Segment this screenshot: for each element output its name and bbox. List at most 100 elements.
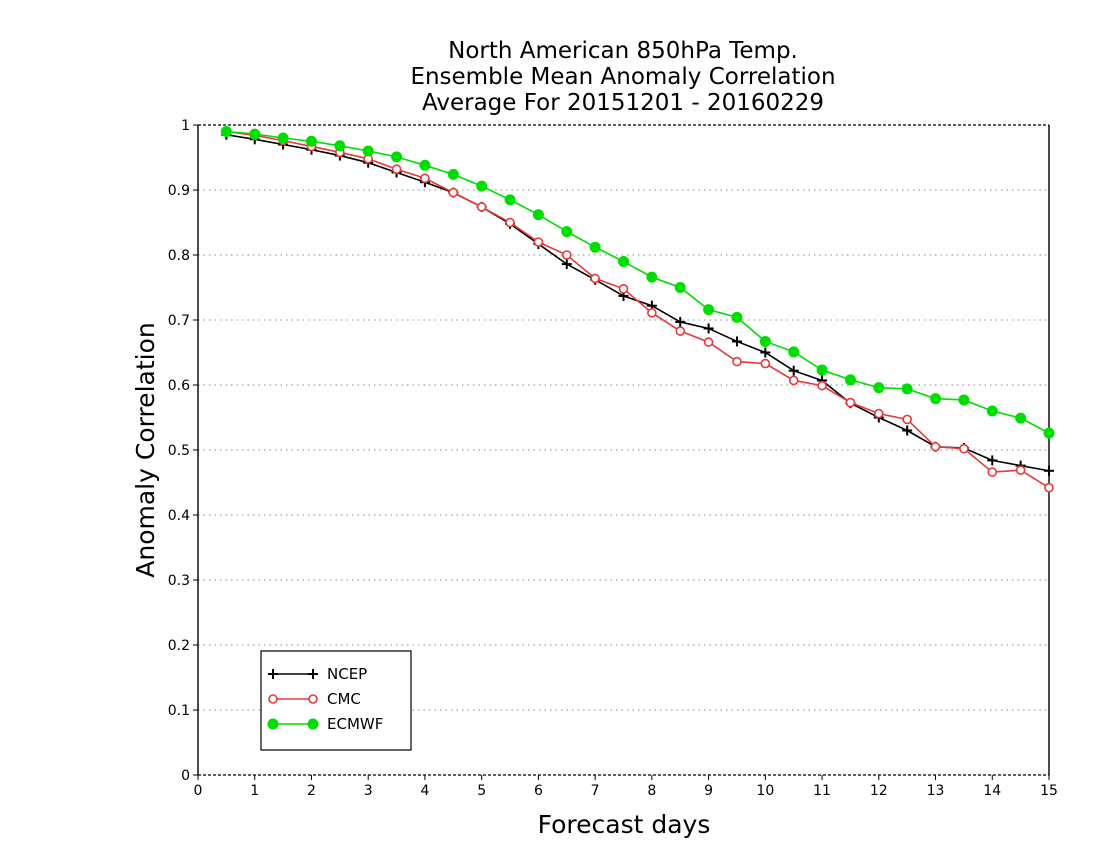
- chart-title-line-1: North American 850hPa Temp.: [448, 38, 798, 64]
- data-point-ncep: [731, 336, 742, 347]
- axes: [193, 124, 1050, 780]
- y-tick-label: 0.4: [168, 508, 190, 524]
- data-point-ecmwf: [334, 140, 346, 152]
- data-point-ecmwf: [504, 194, 516, 206]
- data-point-ecmwf: [646, 271, 658, 283]
- legend-marker-ecmwf: [267, 718, 279, 730]
- data-point-ecmwf: [362, 145, 374, 157]
- gridlines: [198, 189, 1049, 711]
- x-tick-label: 12: [870, 783, 888, 799]
- data-point-ecmwf: [816, 364, 828, 376]
- series-cmc: [221, 126, 1054, 493]
- x-axis-label: Forecast days: [538, 810, 711, 839]
- data-point-ncep: [987, 455, 998, 466]
- series-line-cmc: [226, 130, 1050, 489]
- x-tick-label: 0: [194, 783, 203, 799]
- data-point-ecmwf: [873, 382, 885, 394]
- series-line-ecmwf: [226, 130, 1050, 434]
- data-point-ecmwf: [901, 383, 913, 395]
- y-tick-label: 0.1: [168, 703, 190, 719]
- y-tick-label: 0.3: [168, 573, 190, 589]
- data-point-cmc: [675, 326, 686, 336]
- x-tick-label: 13: [927, 783, 945, 799]
- legend: NCEP CMC ECMWF: [260, 650, 412, 751]
- data-point-ecmwf: [788, 346, 800, 358]
- data-point-ecmwf: [305, 135, 317, 147]
- series-ecmwf: [220, 126, 1055, 439]
- series-lines: [220, 126, 1055, 493]
- y-tick-label: 0.9: [168, 183, 190, 199]
- data-point-ecmwf: [220, 126, 232, 137]
- y-tick-label: 0.8: [168, 248, 190, 264]
- y-tick-label: 0.5: [168, 443, 190, 459]
- data-point-cmc: [590, 273, 600, 284]
- data-point-cmc: [930, 441, 941, 452]
- x-tick-label: 14: [983, 783, 1001, 799]
- data-point-ecmwf: [986, 405, 998, 417]
- series-ncep: [221, 129, 1054, 476]
- y-tick-label: 1: [181, 118, 190, 134]
- data-point-cmc: [533, 237, 544, 247]
- data-point-cmc: [476, 202, 487, 212]
- x-tick-label: 8: [647, 783, 656, 799]
- data-point-ecmwf: [1043, 427, 1055, 439]
- data-point-ncep: [675, 316, 686, 327]
- data-point-ecmwf: [249, 128, 261, 140]
- legend-item-ncep: NCEP: [268, 665, 367, 683]
- legend-box: [260, 650, 412, 751]
- y-tick-label: 0.6: [168, 378, 190, 394]
- y-tick-label: 0: [181, 768, 190, 784]
- legend-marker-cmc: [268, 694, 278, 704]
- data-point-cmc: [817, 380, 827, 391]
- chart-title-line-2: Ensemble Mean Anomaly Correlation: [410, 64, 835, 90]
- data-point-ecmwf: [703, 304, 715, 316]
- data-point-ecmwf: [419, 159, 431, 171]
- chart-title: North American 850hPa Temp. Ensemble Mea…: [410, 38, 835, 116]
- data-point-ecmwf: [447, 168, 459, 180]
- x-tick-label: 15: [1040, 783, 1058, 799]
- data-point-cmc: [505, 217, 515, 228]
- data-point-cmc: [703, 337, 714, 347]
- data-point-ncep: [561, 259, 572, 270]
- data-point-cmc: [647, 308, 657, 318]
- data-point-ncep: [760, 347, 771, 358]
- x-tick-label: 1: [250, 783, 259, 799]
- data-point-cmc: [873, 408, 884, 419]
- x-tick-label: 2: [307, 783, 316, 799]
- data-point-cmc: [448, 187, 459, 198]
- data-point-ecmwf: [1015, 412, 1027, 424]
- data-point-cmc: [845, 397, 856, 408]
- data-point-ecmwf: [476, 180, 488, 192]
- series-line-ncep: [226, 133, 1050, 472]
- legend-label-ecmwf: ECMWF: [327, 715, 383, 733]
- data-point-cmc: [959, 443, 969, 454]
- x-tick-label: 9: [704, 783, 713, 799]
- legend-marker-ecmwf: [307, 718, 319, 730]
- data-point-ecmwf: [844, 374, 856, 386]
- data-point-cmc: [1044, 482, 1054, 493]
- y-tick-label: 0.7: [168, 313, 190, 329]
- data-point-ecmwf: [391, 151, 403, 163]
- data-point-ecmwf: [674, 282, 686, 293]
- x-tick-label: 10: [756, 783, 774, 799]
- data-point-ecmwf: [958, 394, 970, 406]
- data-point-cmc: [420, 173, 430, 184]
- data-point-cmc: [391, 164, 402, 174]
- legend-label-ncep: NCEP: [327, 665, 367, 683]
- y-axis-label: Anomaly Correlation: [131, 322, 160, 577]
- legend-marker-ncep: [268, 669, 278, 679]
- legend-label-cmc: CMC: [327, 690, 361, 708]
- tick-labels: 0 1 2 3 4 5 6 7 8 9 10 11 12 13 14 1500.10.20.30.40.50.…: [168, 118, 1058, 799]
- data-point-cmc: [760, 358, 771, 369]
- data-point-cmc: [561, 250, 572, 260]
- x-tick-label: 6: [534, 783, 543, 799]
- x-tick-label: 5: [477, 783, 486, 799]
- data-point-cmc: [788, 375, 799, 386]
- chart-title-line-3: Average For 20151201 - 20160229: [422, 90, 824, 116]
- x-tick-label: 11: [813, 783, 831, 799]
- x-tick-label: 3: [364, 783, 373, 799]
- legend-item-ecmwf: ECMWF: [267, 715, 383, 733]
- data-point-ecmwf: [930, 393, 942, 405]
- data-point-cmc: [902, 414, 912, 425]
